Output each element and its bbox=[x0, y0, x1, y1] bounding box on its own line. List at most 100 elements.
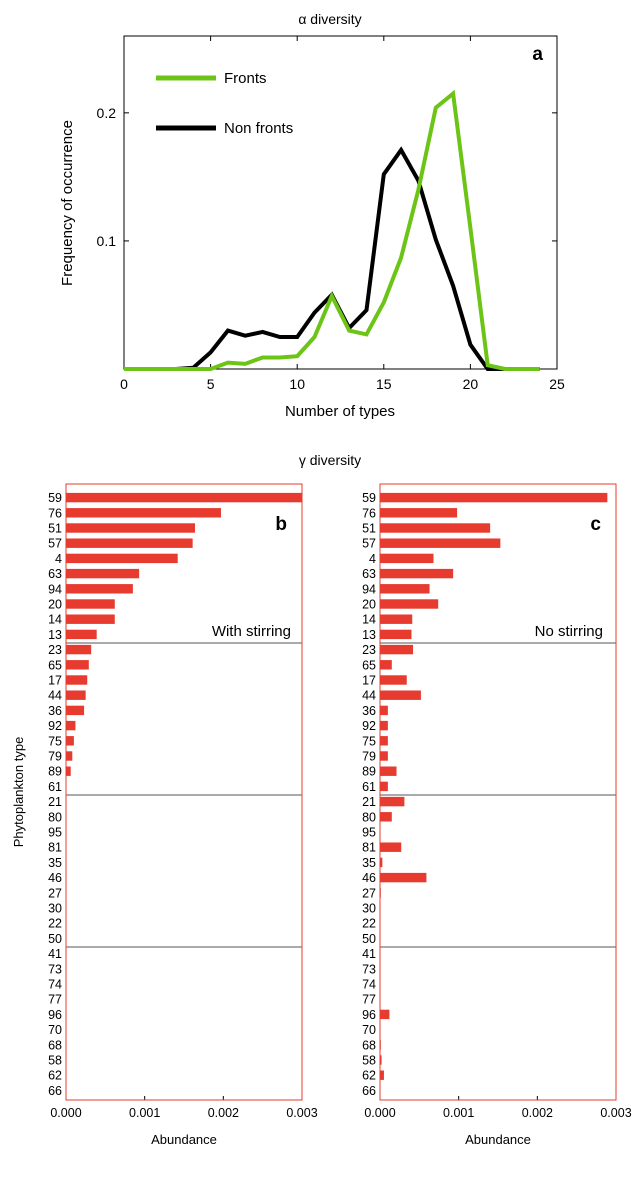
bar-type-59 bbox=[66, 492, 302, 503]
bar-type-17 bbox=[66, 675, 88, 685]
bar-type-76 bbox=[380, 508, 458, 518]
bar-type-57 bbox=[66, 538, 193, 548]
panel-label-a: a bbox=[532, 44, 543, 65]
category-label: 50 bbox=[362, 932, 376, 946]
category-label: 68 bbox=[362, 1038, 376, 1052]
alpha-x-tick-label: 20 bbox=[463, 376, 479, 392]
bar-type-51 bbox=[380, 523, 491, 533]
category-label: 80 bbox=[48, 810, 62, 824]
alpha-y-tick-label: 0.2 bbox=[97, 105, 117, 121]
category-label: 79 bbox=[48, 750, 62, 764]
category-label: 17 bbox=[48, 674, 62, 688]
category-label: 44 bbox=[362, 689, 376, 703]
category-label: 79 bbox=[362, 750, 376, 764]
bar-type-44 bbox=[380, 690, 421, 700]
alpha-y-axis: 0.1 0.2 bbox=[97, 105, 557, 249]
category-label: 35 bbox=[362, 856, 376, 870]
category-label: 81 bbox=[362, 841, 376, 855]
category-label: 14 bbox=[362, 613, 376, 627]
legend-label-non-fronts: Non fronts bbox=[224, 120, 293, 137]
category-label: 4 bbox=[55, 552, 62, 566]
bar-type-89 bbox=[66, 766, 71, 776]
category-label: 70 bbox=[362, 1023, 376, 1037]
bar-type-51 bbox=[66, 523, 196, 533]
bar-type-46 bbox=[380, 872, 427, 883]
category-label: 58 bbox=[362, 1054, 376, 1068]
bar-type-44 bbox=[66, 690, 86, 700]
category-label: 63 bbox=[48, 567, 62, 581]
category-label: 96 bbox=[48, 1008, 62, 1022]
bar-type-4 bbox=[66, 553, 178, 564]
category-label: 27 bbox=[362, 886, 376, 900]
x-tick-label: 0.001 bbox=[443, 1106, 474, 1120]
alpha-y-tick-label: 0.1 bbox=[97, 233, 117, 249]
bar-type-62 bbox=[380, 1070, 384, 1080]
legend-label-fronts: Fronts bbox=[224, 70, 267, 87]
bar-type-21 bbox=[380, 796, 405, 807]
category-label: 57 bbox=[48, 537, 62, 551]
x-tick-label: 0.000 bbox=[50, 1106, 81, 1120]
bar-type-65 bbox=[380, 660, 392, 670]
alpha-x-tick-label: 10 bbox=[289, 376, 305, 392]
series-line-fronts bbox=[124, 89, 540, 371]
x-tick-label: 0.002 bbox=[522, 1106, 553, 1120]
category-label: 51 bbox=[362, 522, 376, 536]
category-label: 22 bbox=[48, 917, 62, 931]
category-label: 95 bbox=[48, 826, 62, 840]
category-label: 68 bbox=[48, 1038, 62, 1052]
alpha-x-tick-label: 0 bbox=[120, 376, 128, 392]
category-label: 94 bbox=[362, 582, 376, 596]
category-label: 94 bbox=[48, 582, 62, 596]
bar-type-92 bbox=[66, 720, 76, 731]
category-label: 50 bbox=[48, 932, 62, 946]
category-label: 36 bbox=[48, 704, 62, 718]
category-label: 20 bbox=[362, 598, 376, 612]
category-label: 81 bbox=[48, 841, 62, 855]
category-label: 36 bbox=[362, 704, 376, 718]
category-label: 65 bbox=[362, 658, 376, 672]
bar-type-14 bbox=[380, 614, 413, 624]
panel-b-frame bbox=[65, 483, 303, 1101]
panel-c-frame bbox=[379, 483, 617, 1101]
category-label: 59 bbox=[362, 491, 376, 505]
category-label: 41 bbox=[48, 947, 62, 961]
panel-c-x-axis-label: Abundance bbox=[465, 1132, 531, 1147]
category-label: 74 bbox=[362, 978, 376, 992]
bar-type-36 bbox=[380, 705, 388, 716]
category-label: 61 bbox=[48, 780, 62, 794]
category-label: 44 bbox=[48, 689, 62, 703]
category-label: 63 bbox=[362, 567, 376, 581]
category-label: 74 bbox=[48, 978, 62, 992]
category-label: 58 bbox=[48, 1054, 62, 1068]
category-label: 65 bbox=[48, 658, 62, 672]
bar-type-17 bbox=[380, 675, 407, 685]
bar-type-81 bbox=[380, 842, 402, 852]
panel-c-annotation: No stirring bbox=[535, 623, 603, 640]
bar-type-79 bbox=[66, 751, 73, 761]
category-label: 96 bbox=[362, 1008, 376, 1022]
panel-b-annotation: With stirring bbox=[212, 623, 291, 640]
alpha-x-tick-label: 15 bbox=[376, 376, 392, 392]
bar-type-20 bbox=[380, 599, 439, 609]
category-label: 13 bbox=[362, 628, 376, 642]
category-label: 61 bbox=[362, 780, 376, 794]
category-label: 73 bbox=[48, 962, 62, 976]
gamma-with-stirring-chart: 5976515746394201413236517443692757989612… bbox=[48, 483, 318, 1147]
category-label: 73 bbox=[362, 962, 376, 976]
series-line-non-fronts bbox=[124, 146, 540, 371]
category-label: 95 bbox=[362, 826, 376, 840]
category-label: 80 bbox=[362, 810, 376, 824]
alpha-x-tick-label: 5 bbox=[207, 376, 215, 392]
category-label: 75 bbox=[48, 734, 62, 748]
category-label: 23 bbox=[48, 643, 62, 657]
alpha-x-axis-label: Number of types bbox=[285, 403, 395, 420]
bar-type-23 bbox=[66, 644, 92, 655]
panel-b-x-axis-label: Abundance bbox=[151, 1132, 217, 1147]
gamma-diversity-title: γ diversity bbox=[299, 452, 361, 468]
alpha-x-axis: 0 5 10 15 20 25 bbox=[120, 36, 565, 392]
x-tick-label: 0.003 bbox=[286, 1106, 317, 1120]
category-label: 51 bbox=[48, 522, 62, 536]
bar-type-80 bbox=[380, 812, 392, 822]
category-label: 70 bbox=[48, 1023, 62, 1037]
